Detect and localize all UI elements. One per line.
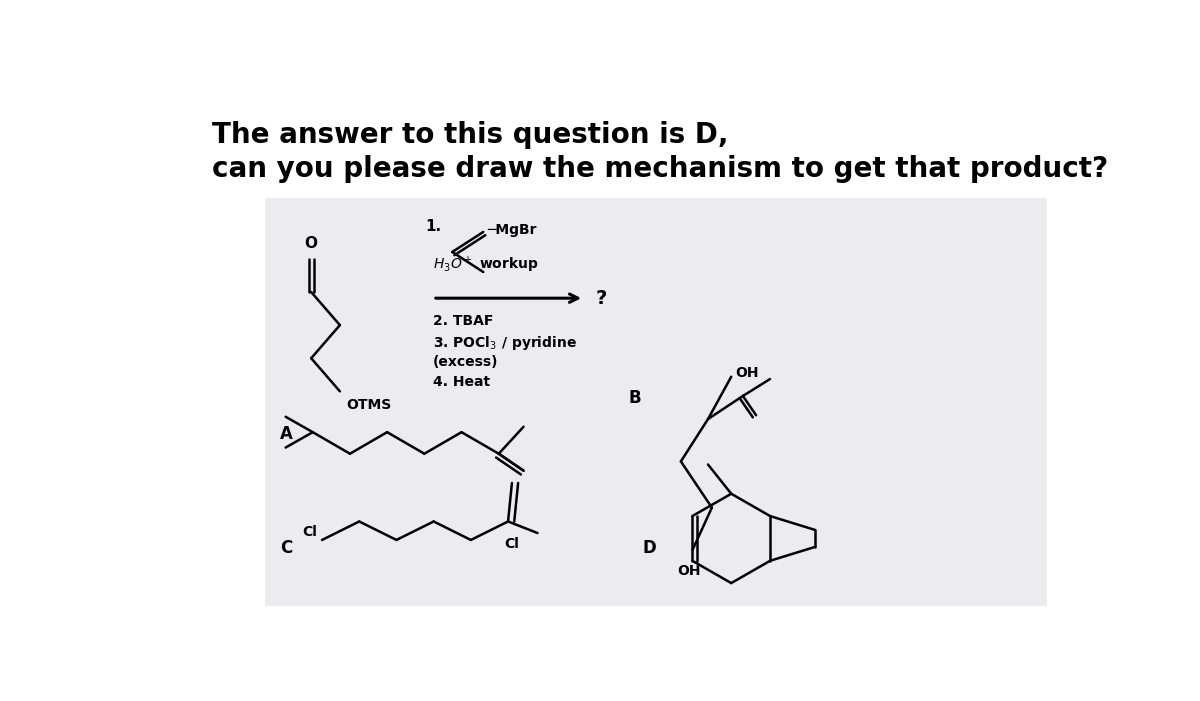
Text: 4. Heat: 4. Heat	[433, 375, 490, 389]
Text: OTMS: OTMS	[346, 397, 391, 411]
Text: ?: ?	[595, 289, 607, 308]
Text: D: D	[642, 538, 656, 557]
Text: ─MgBr: ─MgBr	[487, 224, 536, 238]
Text: C: C	[281, 538, 293, 557]
Text: OH: OH	[736, 366, 758, 380]
Text: can you please draw the mechanism to get that product?: can you please draw the mechanism to get…	[212, 155, 1108, 183]
Text: 3. POCl$_3$ / pyridine: 3. POCl$_3$ / pyridine	[433, 334, 577, 353]
Text: A: A	[281, 426, 293, 444]
Text: Cl: Cl	[504, 537, 520, 551]
Text: Cl: Cl	[302, 525, 317, 539]
Text: $H_3O^+$ workup: $H_3O^+$ workup	[433, 254, 539, 275]
Text: OH: OH	[677, 564, 701, 578]
Text: The answer to this question is D,: The answer to this question is D,	[212, 121, 728, 149]
Text: O: O	[304, 236, 317, 251]
FancyBboxPatch shape	[265, 198, 1048, 606]
Text: B: B	[629, 389, 642, 407]
Text: (excess): (excess)	[433, 355, 498, 369]
Text: 1.: 1.	[425, 219, 442, 234]
Text: 2. TBAF: 2. TBAF	[433, 313, 493, 327]
